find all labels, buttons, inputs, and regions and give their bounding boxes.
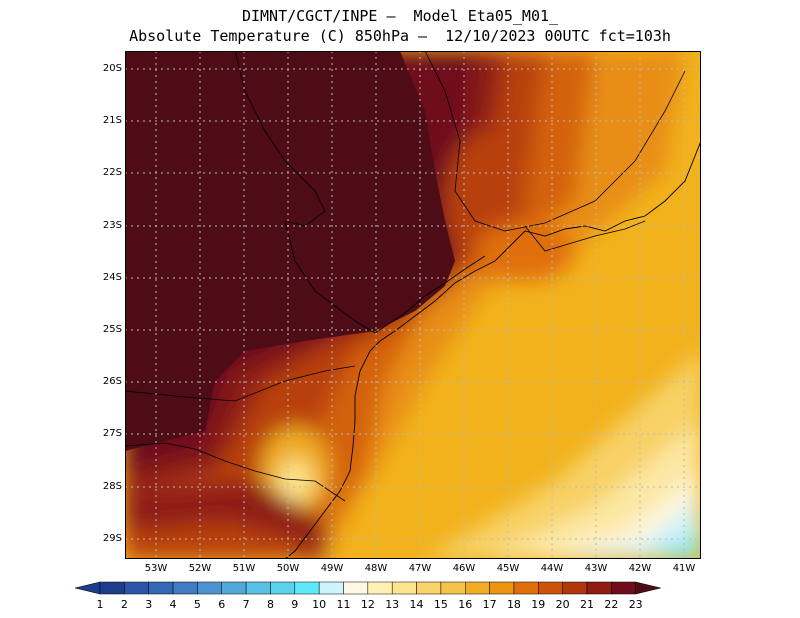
colorbar-tick-label: 14 bbox=[409, 598, 424, 611]
state-borders bbox=[125, 51, 686, 502]
colorbar-tick-label: 18 bbox=[506, 598, 521, 611]
lon-label: 51W bbox=[232, 563, 256, 574]
lat-label: 26S bbox=[102, 376, 122, 387]
colorbar-tick-label: 2 bbox=[120, 598, 128, 611]
colorbar-swatch bbox=[562, 581, 588, 595]
lat-label: 27S bbox=[102, 428, 122, 439]
colorbar-swatch bbox=[245, 581, 271, 595]
lon-label: 46W bbox=[452, 563, 476, 574]
lat-label: 23S bbox=[102, 220, 122, 231]
colorbar-arrow-low bbox=[74, 581, 101, 595]
colorbar-swatch bbox=[367, 581, 393, 595]
colorbar-tick-label: 3 bbox=[145, 598, 153, 611]
colorbar-tick-label: 6 bbox=[218, 598, 226, 611]
colorbar-tick-label: 4 bbox=[169, 598, 177, 611]
colorbar-tick-label: 13 bbox=[385, 598, 400, 611]
colorbar-swatch bbox=[416, 581, 442, 595]
map-frame bbox=[125, 51, 701, 559]
colorbar-swatch bbox=[513, 581, 539, 595]
lat-label: 25S bbox=[102, 324, 122, 335]
temperature-map bbox=[125, 51, 701, 559]
colorbar-swatch bbox=[197, 581, 222, 595]
colorbar-tick-label: 12 bbox=[360, 598, 375, 611]
colorbar-tick-label: 17 bbox=[482, 598, 497, 611]
lat-label: 29S bbox=[102, 533, 122, 544]
colorbar-tick-label: 19 bbox=[531, 598, 546, 611]
lon-label: 41W bbox=[672, 563, 696, 574]
colorbar-swatch bbox=[221, 581, 247, 595]
colorbar-swatch bbox=[99, 581, 125, 595]
lon-label: 47W bbox=[408, 563, 432, 574]
colorbar-swatch bbox=[538, 581, 563, 595]
coastline bbox=[284, 140, 701, 559]
lon-label: 45W bbox=[496, 563, 520, 574]
colorbar-swatch bbox=[270, 581, 296, 595]
colorbar-swatch bbox=[148, 581, 174, 595]
lon-label: 53W bbox=[144, 563, 168, 574]
lat-label: 21S bbox=[102, 115, 122, 126]
lon-label: 50W bbox=[276, 563, 300, 574]
colorbar-tick-label: 5 bbox=[193, 598, 201, 611]
colorbar-swatch bbox=[124, 581, 149, 595]
colorbar bbox=[74, 581, 661, 595]
colorbar-tick-label: 1 bbox=[96, 598, 104, 611]
temperature-field bbox=[125, 51, 701, 559]
lon-label: 44W bbox=[540, 563, 564, 574]
colorbar-tick-label: 22 bbox=[604, 598, 619, 611]
colorbar-tick-label: 9 bbox=[291, 598, 299, 611]
colorbar-tick-label: 11 bbox=[336, 598, 351, 611]
graticule bbox=[125, 51, 701, 559]
lon-label: 43W bbox=[584, 563, 608, 574]
colorbar-arrow-high bbox=[635, 581, 661, 595]
colorbar-swatch bbox=[294, 581, 320, 595]
colorbar-tick-label: 16 bbox=[458, 598, 473, 611]
lat-label: 28S bbox=[102, 481, 122, 492]
lon-label: 48W bbox=[364, 563, 388, 574]
colorbar-tick-label: 10 bbox=[312, 598, 327, 611]
colorbar-tick-label: 15 bbox=[433, 598, 448, 611]
map-title-line-1: DIMNT/CGCT/INPE – Model Eta05_M01_ bbox=[241, 7, 559, 25]
colorbar-swatch bbox=[172, 581, 198, 595]
lon-label: 42W bbox=[628, 563, 652, 574]
lat-label: 20S bbox=[102, 63, 122, 74]
colorbar-swatch bbox=[465, 581, 490, 595]
colorbar-swatch bbox=[440, 581, 466, 595]
lon-label: 49W bbox=[320, 563, 344, 574]
colorbar-swatch bbox=[489, 581, 515, 595]
colorbar-tick-label: 21 bbox=[580, 598, 594, 611]
colorbar-swatch bbox=[586, 581, 612, 595]
lon-label: 52W bbox=[188, 563, 212, 574]
colorbar-swatch bbox=[611, 581, 636, 595]
colorbar-tick-label: 7 bbox=[242, 598, 250, 611]
lat-label: 24S bbox=[102, 272, 122, 283]
lat-label: 22S bbox=[102, 167, 122, 178]
colorbar-swatch bbox=[343, 581, 369, 595]
colorbar-swatch bbox=[318, 581, 344, 595]
colorbar-tick-label: 23 bbox=[628, 598, 643, 611]
colorbar-swatch bbox=[391, 581, 417, 595]
map-title-line-2: Absolute Temperature (C) 850hPa – 12/10/… bbox=[129, 27, 671, 45]
colorbar-tick-label: 8 bbox=[266, 598, 274, 611]
colorbar-tick-label: 20 bbox=[555, 598, 570, 611]
